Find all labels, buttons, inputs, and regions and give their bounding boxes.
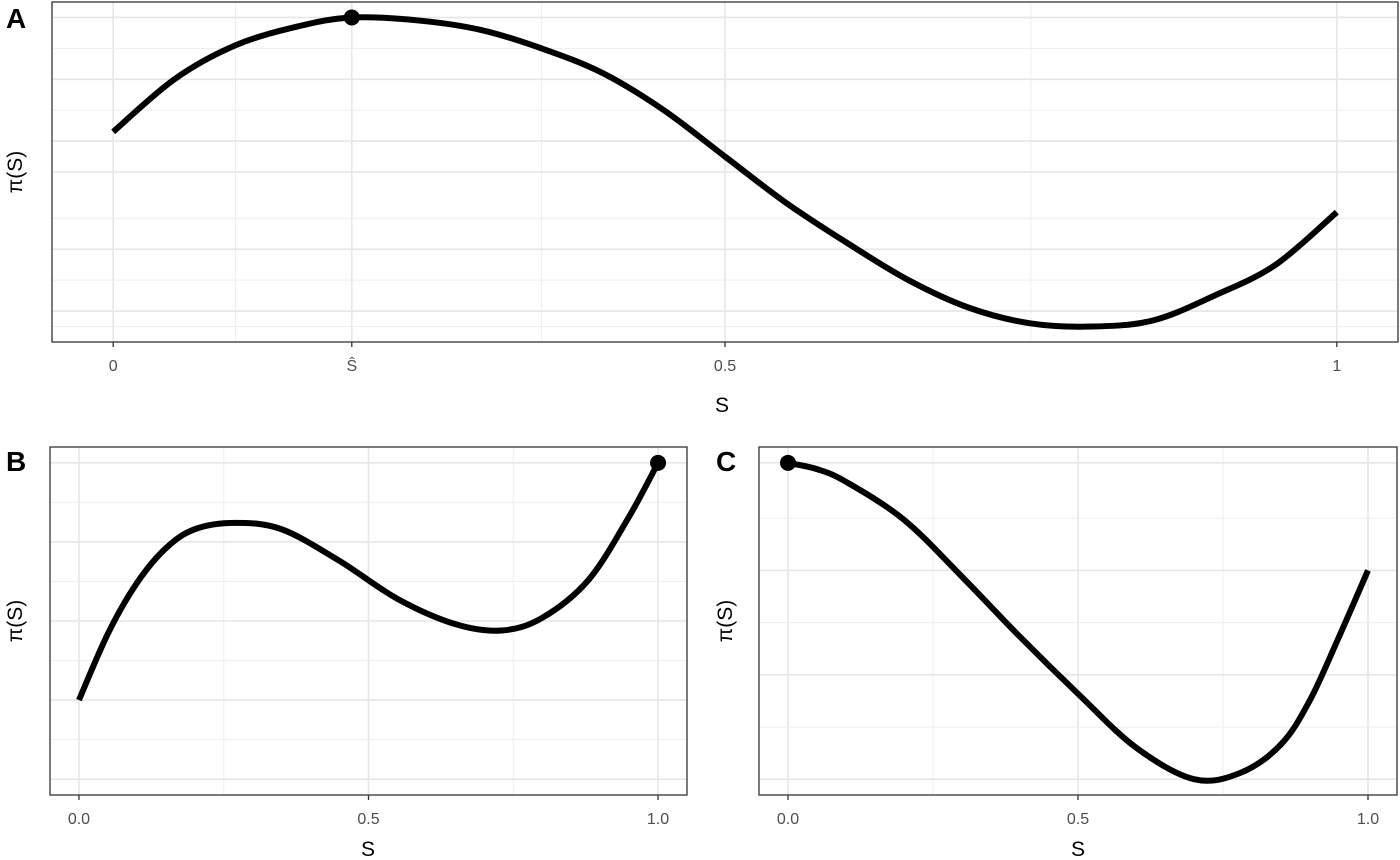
panel-b-y-axis-title: π(S) [4,600,27,642]
panel-a-x-tick-label: 0 [109,358,118,375]
panel-b-x-tick-label: 0.0 [68,811,90,828]
panel-b-x-axis-title: S [361,838,375,860]
panel-a-x-tick-label: 1 [1332,358,1341,375]
panel-a-letter: A [6,3,26,34]
panel-b: 0.0 0.5 1.0 Sπ(S) B [4,446,688,860]
panel-c-x-tick-label: 0.0 [777,811,799,828]
panel-a-x-axis-title: S [715,394,729,417]
panel-c-x-tick-label: 0.5 [1067,811,1089,828]
panel-b-x-tick-label: 1.0 [647,811,669,828]
panel-a-highlight-point [343,9,360,26]
panel-b-x-tick-label: 0.5 [357,811,379,828]
panel-a-curve [111,14,1339,330]
panel-c-letter: C [716,446,736,477]
panel-b-highlight-point [650,454,667,471]
panel-c-x-axis-title: S [1071,838,1085,860]
panel-c-y-axis-title: π(S) [714,600,737,642]
panel-b-letter: B [6,446,26,477]
panel-b-curve [76,461,661,702]
panel-c-curve [787,459,1371,784]
panel-a-x-tick-label: Ŝ [346,356,357,375]
panel-c-highlight-point [780,454,796,471]
panel-a-y-axis-title: π(S) [4,151,27,193]
panel-a-x-tick-label: 0.5 [714,358,736,375]
panel-a: 0 Ŝ 0.5 1 Sπ(S) A [4,1,1399,417]
panel-c: 0.0 0.5 1.0 Sπ(S) C [714,446,1398,860]
panel-c-x-tick-label: 1.0 [1357,811,1379,828]
